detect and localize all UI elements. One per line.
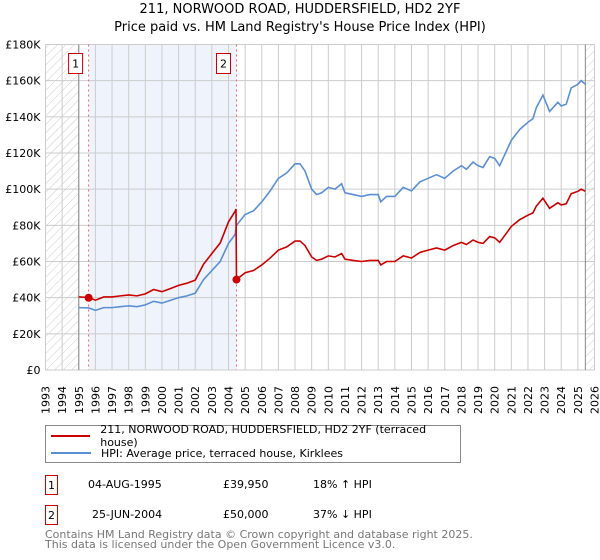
shaded-period (88, 44, 237, 370)
x-tick-label: 1999 (139, 386, 152, 414)
chart-subtitle: Price paid vs. HM Land Registry's House … (114, 20, 486, 35)
footer: Contains HM Land Registry data © Crown c… (45, 528, 473, 551)
sale-row: 2 25-JUN-2004 £50,000 37% ↓ HPI (45, 505, 545, 527)
x-tick-label: 2009 (306, 386, 319, 414)
sale-label-border (68, 53, 84, 74)
x-tick-label: 2002 (189, 386, 202, 414)
x-tick-label: 1995 (73, 386, 86, 414)
x-tick-label: 2004 (223, 386, 236, 414)
y-tick-label: £120K (5, 147, 41, 160)
x-tick-label: 1994 (56, 386, 69, 414)
sale-price: £50,000 (223, 508, 269, 521)
y-tick-label: £60K (12, 256, 41, 269)
sale-hpi-diff: 18% ↑ HPI (313, 478, 372, 491)
x-tick-label: 2013 (372, 386, 385, 414)
sale-row: 1 04-AUG-1995 £39,950 18% ↑ HPI (45, 475, 545, 497)
x-tick-label: 2001 (173, 386, 186, 414)
y-tick-label: £80K (12, 219, 41, 232)
sale-label-border (215, 53, 231, 74)
x-tick-label: 1993 (40, 386, 53, 414)
sale-label: 2 (220, 58, 227, 71)
x-tick-label: 2019 (472, 386, 485, 414)
x-tick-label: 2015 (406, 386, 419, 414)
sale-point (84, 293, 93, 302)
x-tick-label: 2022 (522, 386, 535, 414)
sale-point (232, 275, 241, 284)
x-tick-label: 2005 (239, 386, 252, 414)
legend-swatch (51, 435, 91, 437)
sale-label-box: 1 (68, 53, 84, 74)
chart-title: 211, NORWOOD ROAD, HUDDERSFIELD, HD2 2YF (139, 2, 461, 17)
x-tick-label: 2021 (505, 386, 518, 414)
y-tick-label: £0 (27, 364, 41, 377)
x-tick-label: 2011 (339, 386, 352, 414)
sale-date: 25-JUN-2004 (92, 508, 163, 521)
legend: 211, NORWOOD ROAD, HUDDERSFIELD, HD2 2YF… (45, 423, 461, 463)
x-tick-label: 2000 (156, 386, 169, 414)
x-tick-label: 2006 (256, 386, 269, 414)
copyright-text: Contains HM Land Registry data © Crown c… (45, 528, 473, 541)
x-tick-label: 2014 (389, 386, 402, 414)
x-tick-label: 2024 (555, 386, 568, 414)
sale-date: 04-AUG-1995 (88, 478, 162, 491)
licence-text: This data is licensed under the Open Gov… (45, 538, 396, 551)
legend-item-hpi: HPI: Average price, terraced house, Kirk… (46, 445, 343, 461)
hpi-line (78, 79, 586, 312)
x-tick-label: 2023 (539, 386, 552, 414)
y-tick-label: £20K (12, 328, 41, 341)
x-tick-label: 2012 (356, 386, 369, 414)
x-tick-label: 2026 (589, 386, 600, 414)
y-tick-label: £40K (12, 292, 41, 305)
y-tick-label: £160K (5, 75, 41, 88)
legend-item-property: 211, NORWOOD ROAD, HUDDERSFIELD, HD2 2YF… (46, 423, 460, 449)
sale-badge: 1 (45, 475, 58, 495)
x-tick-label: 1998 (123, 386, 136, 414)
sale-hpi-diff: 37% ↓ HPI (313, 508, 372, 521)
sale-label: 1 (72, 58, 79, 71)
sale-price: £39,950 (223, 478, 269, 491)
x-tick-label: 2003 (206, 386, 219, 414)
x-tick-label: 2020 (489, 386, 502, 414)
legend-label: 211, NORWOOD ROAD, HUDDERSFIELD, HD2 2YF… (100, 423, 427, 449)
y-tick-label: £180K (5, 39, 41, 52)
x-tick-label: 1997 (106, 386, 119, 414)
x-tick-label: 2025 (572, 386, 585, 414)
sale-label-box: 2 (215, 53, 231, 74)
x-tick-label: 1996 (89, 386, 102, 414)
y-tick-label: £140K (5, 111, 41, 124)
x-tick-label: 2010 (322, 386, 335, 414)
x-tick-label: 2007 (272, 386, 285, 414)
hatched-region (585, 44, 595, 370)
legend-swatch (51, 452, 91, 454)
x-tick-label: 2018 (455, 386, 468, 414)
price-chart: 1993 1994 1995 1996 1997 1998 1999 2000 2001 2002… (5, 39, 600, 415)
x-tick-label: 2017 (439, 386, 452, 414)
property-price-line (78, 188, 586, 302)
legend-label: HPI: Average price, terraced house, Kirk… (101, 446, 344, 460)
x-tick-label: 2008 (289, 386, 302, 414)
x-tick-label: 2016 (422, 386, 435, 414)
y-tick-label: £100K (5, 183, 41, 196)
sale-badge: 2 (45, 505, 58, 525)
